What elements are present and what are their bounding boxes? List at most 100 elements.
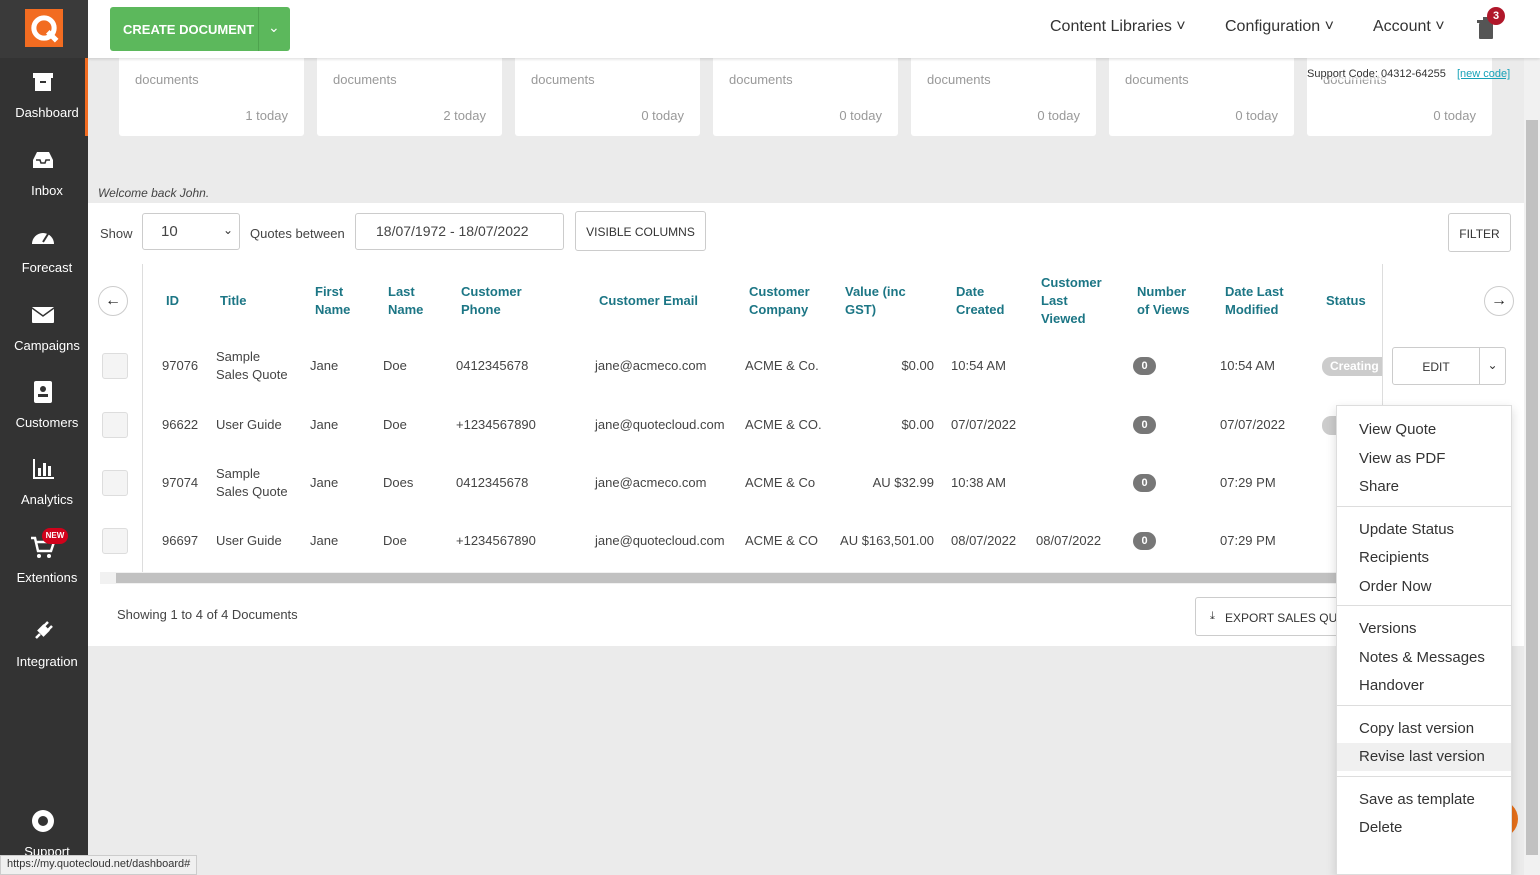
sidebar-item[interactable]: Forecast bbox=[0, 212, 85, 288]
cell: 0412345678 bbox=[456, 463, 596, 503]
stat-card: documents 0 today bbox=[515, 50, 700, 136]
button-divider bbox=[258, 7, 259, 51]
cell: 07/07/2022 bbox=[951, 405, 1091, 445]
scroll-arrow[interactable]: → bbox=[1484, 286, 1514, 316]
scroll-arrow[interactable]: ← bbox=[98, 286, 128, 316]
header-text: Date Created bbox=[956, 284, 1005, 317]
row-checkbox[interactable] bbox=[102, 528, 128, 554]
cell-text: 07/07/2022 bbox=[951, 417, 1017, 432]
menu-item[interactable]: View Quote bbox=[1337, 416, 1511, 444]
nav-item[interactable]: Content Libraries ˅ bbox=[1050, 18, 1186, 35]
table-divider bbox=[142, 264, 143, 572]
column-header[interactable]: Number of Views bbox=[1137, 266, 1193, 336]
column-header[interactable]: Date Created bbox=[956, 266, 1016, 336]
cell: +1234567890 bbox=[456, 521, 596, 561]
cell: 10:38 AM bbox=[951, 463, 1091, 503]
menu-item[interactable]: Save as template bbox=[1337, 786, 1511, 814]
sidebar-item[interactable]: Campaigns bbox=[0, 290, 85, 366]
menu-item[interactable]: Handover bbox=[1337, 672, 1511, 700]
sidebar-label: Forecast bbox=[21, 260, 73, 275]
column-header[interactable]: Title bbox=[220, 266, 300, 336]
menu-item-text: Share bbox=[1359, 478, 1400, 495]
column-header[interactable]: Customer Company bbox=[749, 266, 819, 336]
stat-card: documents 0 today bbox=[911, 50, 1096, 136]
row-checkbox[interactable] bbox=[102, 470, 128, 496]
column-header[interactable]: First Name bbox=[315, 266, 365, 336]
page-size-select[interactable]: 10 ⌄ bbox=[142, 213, 240, 250]
header-text: Customer Email bbox=[599, 293, 698, 308]
edit-dropdown-toggle[interactable]: ⌄ bbox=[1479, 347, 1506, 385]
cell: 08/07/2022 bbox=[1036, 521, 1176, 561]
menu-item[interactable]: Order Now bbox=[1337, 573, 1511, 601]
sidebar-item[interactable]: Dashboard bbox=[0, 57, 85, 133]
cell-text: Sample Sales Quote bbox=[216, 349, 288, 382]
sidebar-item[interactable]: Extentions NEW bbox=[0, 522, 85, 598]
sidebar-item[interactable]: Inbox bbox=[0, 135, 85, 211]
cell-value: $0.00 bbox=[901, 417, 934, 432]
cell-text: 07/07/2022 bbox=[1220, 417, 1286, 432]
card-label: documents bbox=[1125, 72, 1189, 87]
menu-item[interactable]: Update Status bbox=[1337, 516, 1511, 544]
header-text: Value (inc GST) bbox=[845, 284, 906, 317]
header-text: Date Last Modified bbox=[1225, 284, 1284, 317]
menu-item[interactable]: Recipients bbox=[1337, 544, 1511, 572]
header-text: Title bbox=[220, 293, 247, 308]
new-code-link[interactable]: [new code] bbox=[1457, 68, 1511, 80]
cell-text: 08/07/2022 bbox=[1036, 533, 1102, 548]
sidebar-label: Dashboard bbox=[15, 105, 79, 120]
card-today: 0 today bbox=[1037, 108, 1080, 123]
date-range-text: 18/07/1972 - 18/07/2022 bbox=[376, 223, 529, 239]
cell: Doe bbox=[383, 405, 523, 445]
nav-item[interactable]: Configuration ˅ bbox=[1225, 18, 1334, 35]
menu-item[interactable]: Delete bbox=[1337, 814, 1511, 842]
column-header[interactable]: ID bbox=[166, 266, 206, 336]
menu-item-text: Save as template bbox=[1359, 790, 1475, 808]
cell: jane@quotecloud.com bbox=[595, 405, 735, 445]
stat-card: documents 0 today bbox=[713, 50, 898, 136]
filter-button[interactable]: FILTER bbox=[1448, 213, 1511, 252]
cell: Sample Sales Quote bbox=[216, 463, 288, 503]
sidebar-label: Analytics bbox=[20, 492, 74, 507]
cell-text: Jane bbox=[310, 533, 339, 548]
menu-item[interactable]: Notes & Messages bbox=[1337, 644, 1511, 672]
cell-text: 08/07/2022 bbox=[951, 533, 1017, 548]
column-header[interactable]: Customer Email bbox=[599, 266, 719, 336]
sidebar-icon bbox=[33, 152, 53, 168]
row-checkbox[interactable] bbox=[102, 353, 128, 379]
edit-button[interactable]: EDIT bbox=[1392, 347, 1480, 385]
show-label: Show bbox=[100, 226, 133, 241]
visible-columns-button[interactable]: VISIBLE COLUMNS bbox=[575, 211, 706, 251]
cell-text: +1234567890 bbox=[456, 533, 536, 548]
column-header[interactable]: Status bbox=[1326, 266, 1386, 336]
sidebar-item[interactable]: Analytics bbox=[0, 444, 85, 520]
card-label: documents bbox=[729, 72, 793, 87]
row-checkbox[interactable] bbox=[102, 412, 128, 438]
cell: jane@quotecloud.com bbox=[595, 521, 735, 561]
views-badge: 0 bbox=[1133, 416, 1156, 434]
sidebar-item[interactable]: Customers bbox=[0, 367, 85, 443]
range-label: Quotes between bbox=[250, 226, 345, 241]
nav-text: Configuration bbox=[1225, 18, 1321, 35]
menu-item[interactable]: View as PDF bbox=[1337, 445, 1511, 473]
menu-item[interactable]: Versions bbox=[1337, 615, 1511, 643]
column-header[interactable]: Last Name bbox=[388, 266, 438, 336]
logo[interactable] bbox=[0, 0, 88, 58]
menu-item[interactable]: Copy last version bbox=[1337, 715, 1511, 743]
column-header[interactable]: Date Last Modified bbox=[1225, 266, 1295, 336]
chevron: ⌄ bbox=[222, 223, 233, 237]
create-document-button[interactable]: CREATE DOCUMENT ⌄ bbox=[110, 7, 290, 51]
cell-text: User Guide bbox=[216, 417, 282, 432]
column-header[interactable]: Customer Phone bbox=[461, 266, 531, 336]
date-range[interactable]: 18/07/1972 - 18/07/2022 bbox=[355, 213, 564, 250]
menu-item[interactable]: Share bbox=[1337, 473, 1511, 501]
nav-item[interactable]: Account ˅ bbox=[1373, 18, 1445, 35]
column-header[interactable]: Customer Last Viewed bbox=[1041, 266, 1109, 336]
sidebar-icon bbox=[32, 233, 54, 244]
column-header[interactable]: Value (inc GST) bbox=[845, 266, 920, 336]
views-badge: 0 bbox=[1133, 532, 1156, 550]
h-scroll-thumb bbox=[116, 573, 1340, 583]
menu-item[interactable]: Revise last version bbox=[1337, 743, 1511, 771]
cell: jane@acmeco.com bbox=[595, 463, 735, 503]
cell: User Guide bbox=[216, 521, 288, 561]
sidebar-item[interactable]: Integration bbox=[0, 606, 85, 682]
